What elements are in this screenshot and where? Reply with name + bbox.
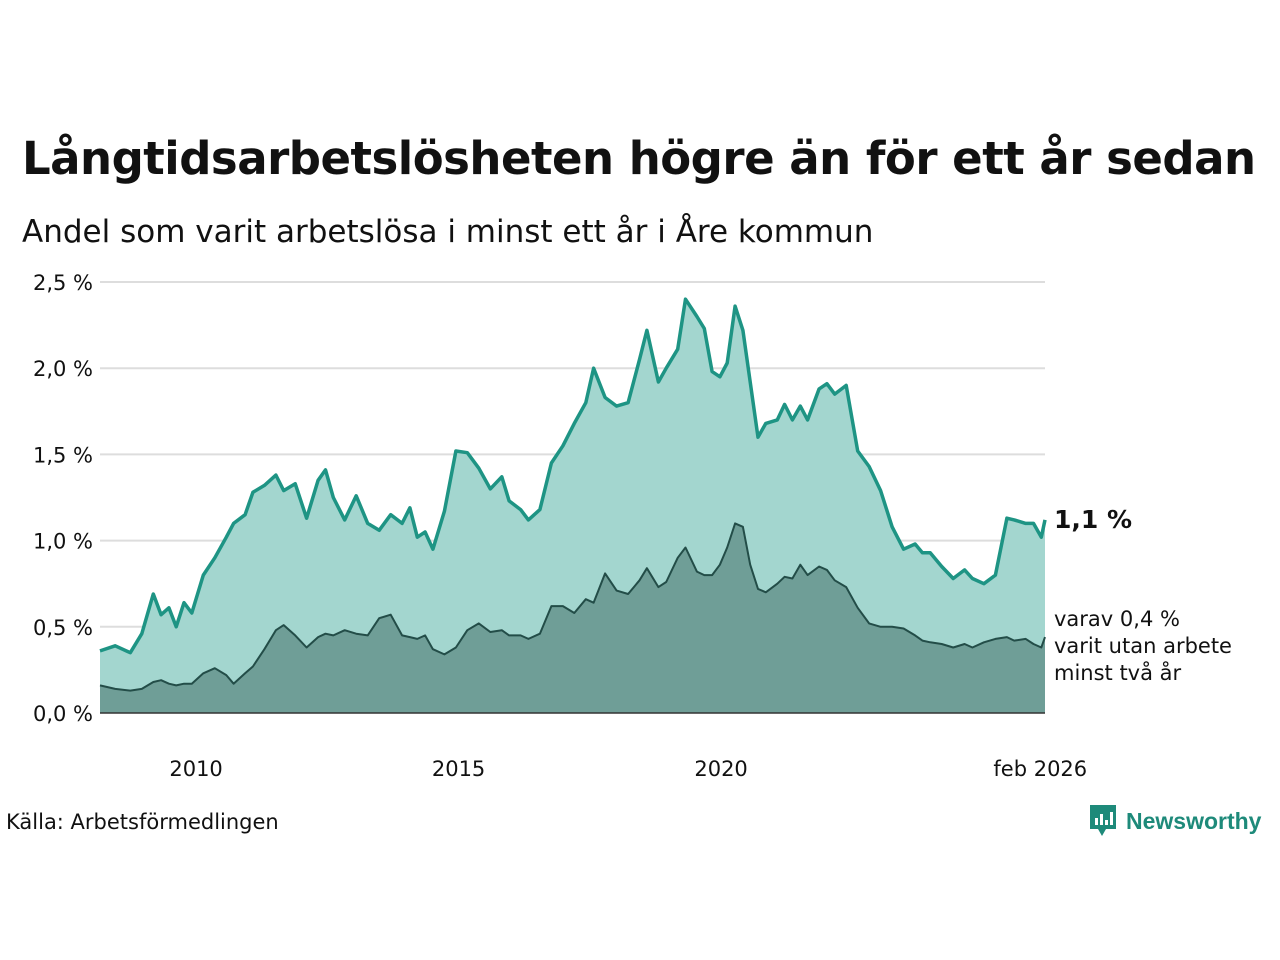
y-tick-label: 2,5 %	[33, 271, 93, 295]
y-tick-label: 0,0 %	[33, 702, 93, 726]
x-tick-label: 2015	[432, 757, 485, 781]
y-tick-label: 2,0 %	[33, 357, 93, 381]
y-tick-label: 1,5 %	[33, 443, 93, 467]
y-tick-label: 0,5 %	[33, 616, 93, 640]
total-line	[99, 297, 1047, 655]
chart: 0,0 %0,5 %1,0 %1,5 %2,0 %2,5 % 2010 2015 2…	[33, 271, 1232, 781]
brand-name: Newsworthy	[1126, 807, 1262, 834]
two-year-area	[100, 523, 1045, 713]
two-year-end-label-line: varav 0,4 %	[1054, 607, 1180, 631]
total-end-label: 1,1 %	[1054, 505, 1132, 534]
x-tick-label: 2010	[169, 757, 222, 781]
chart-title: Långtidsarbetslösheten högre än för ett …	[22, 132, 1256, 185]
x-axis: 2010 2015 2020 feb 2026	[169, 757, 1087, 781]
two-year-end-label-line: varit utan arbete	[1054, 634, 1232, 658]
x-tick-label: feb 2026	[993, 757, 1087, 781]
newsworthy-logo-icon	[1090, 805, 1116, 836]
y-axis: 0,0 % 0,5 % 1,0 % 1,5 % 2,0 % 2,5 %	[33, 271, 93, 726]
chart-areas	[99, 297, 1047, 714]
source-note: Källa: Arbetsförmedlingen	[6, 810, 279, 834]
two-year-end-label: varav 0,4 % varit utan arbete minst två år	[1054, 607, 1232, 685]
two-year-end-label-line: minst två år	[1054, 660, 1182, 685]
brand-logo: Newsworthy	[1088, 803, 1261, 839]
chart-subtitle: Andel som varit arbetslösa i minst ett å…	[22, 214, 874, 250]
two-year-line	[99, 522, 1046, 692]
end-labels: 1,1 % varav 0,4 % varit utan arbete minst t…	[1054, 505, 1232, 685]
y-tick-label: 1,0 %	[33, 530, 93, 554]
x-tick-label: 2020	[694, 757, 747, 781]
